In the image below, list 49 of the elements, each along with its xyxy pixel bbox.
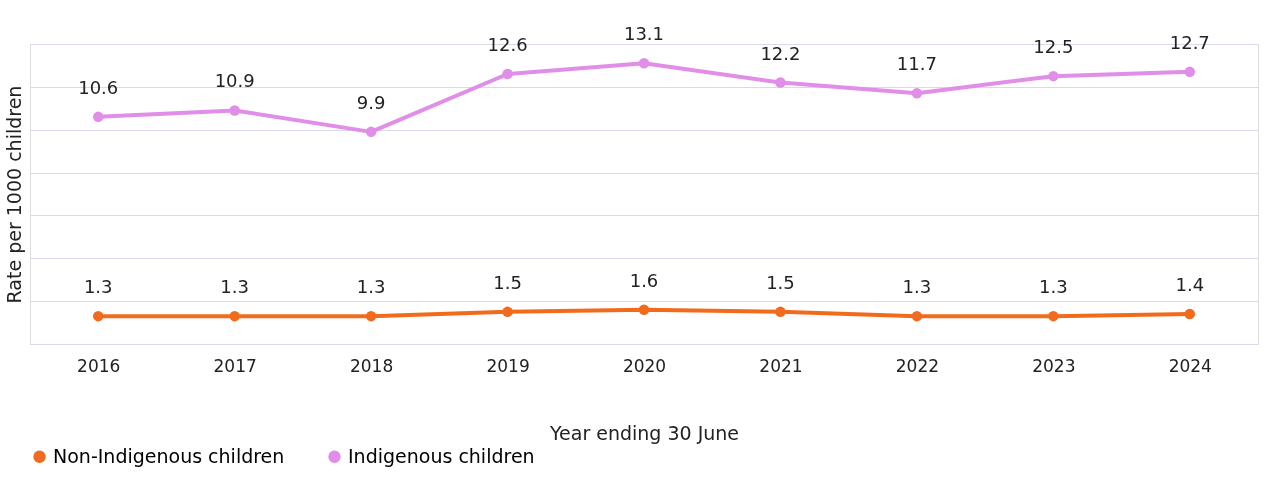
point bbox=[1184, 308, 1196, 320]
point bbox=[1048, 70, 1059, 82]
x-tick-label: 2023 bbox=[1032, 355, 1076, 376]
point bbox=[365, 310, 377, 322]
point bbox=[92, 111, 104, 123]
x-tick-label: 2021 bbox=[759, 355, 803, 376]
legend-label: Indigenous children bbox=[348, 444, 535, 467]
data-label: 12.7 bbox=[1169, 31, 1210, 53]
x-tick-label: 2019 bbox=[486, 355, 530, 376]
x-tick-label: 2022 bbox=[895, 355, 940, 376]
data-label: 13.1 bbox=[623, 23, 665, 45]
data-label: 1.3 bbox=[1039, 276, 1068, 298]
point bbox=[911, 88, 923, 99]
point bbox=[502, 306, 513, 318]
point bbox=[1048, 310, 1059, 322]
x-tick-label: 2016 bbox=[77, 355, 121, 376]
data-label: 1.3 bbox=[356, 276, 386, 298]
point bbox=[229, 105, 240, 116]
point bbox=[365, 126, 377, 138]
point bbox=[229, 310, 240, 322]
data-label: 9.9 bbox=[356, 91, 386, 113]
data-label: 11.7 bbox=[896, 53, 937, 75]
data-label: 12.2 bbox=[760, 42, 801, 64]
data-label: 12.6 bbox=[487, 34, 528, 55]
x-tick-label: 2017 bbox=[213, 355, 257, 376]
data-label: 1.3 bbox=[902, 276, 932, 298]
data-label: 10.6 bbox=[78, 76, 119, 98]
x-axis-title: Year ending 30 June bbox=[548, 421, 740, 444]
legend-label: Non-Indigenous children bbox=[53, 444, 285, 467]
data-label: 1.5 bbox=[766, 271, 795, 293]
data-label: 1.4 bbox=[1175, 274, 1205, 295]
point bbox=[638, 58, 650, 69]
point bbox=[638, 304, 650, 315]
data-label: 1.3 bbox=[83, 276, 113, 298]
data-label: 12.5 bbox=[1033, 36, 1074, 58]
point bbox=[775, 306, 786, 318]
data-label: 1.6 bbox=[629, 269, 659, 291]
point bbox=[775, 77, 786, 88]
x-tick-label: 2024 bbox=[1168, 355, 1212, 376]
y-axis-title: Rate per 1000 children bbox=[2, 85, 25, 304]
point bbox=[502, 68, 513, 80]
point bbox=[1184, 66, 1196, 78]
point bbox=[911, 310, 923, 322]
x-tick-label: 2020 bbox=[622, 355, 667, 376]
x-tick-label: 2018 bbox=[349, 355, 394, 376]
point bbox=[92, 310, 104, 322]
data-label: 10.9 bbox=[214, 70, 255, 92]
data-label: 1.5 bbox=[493, 271, 522, 293]
data-label: 1.3 bbox=[220, 276, 249, 298]
